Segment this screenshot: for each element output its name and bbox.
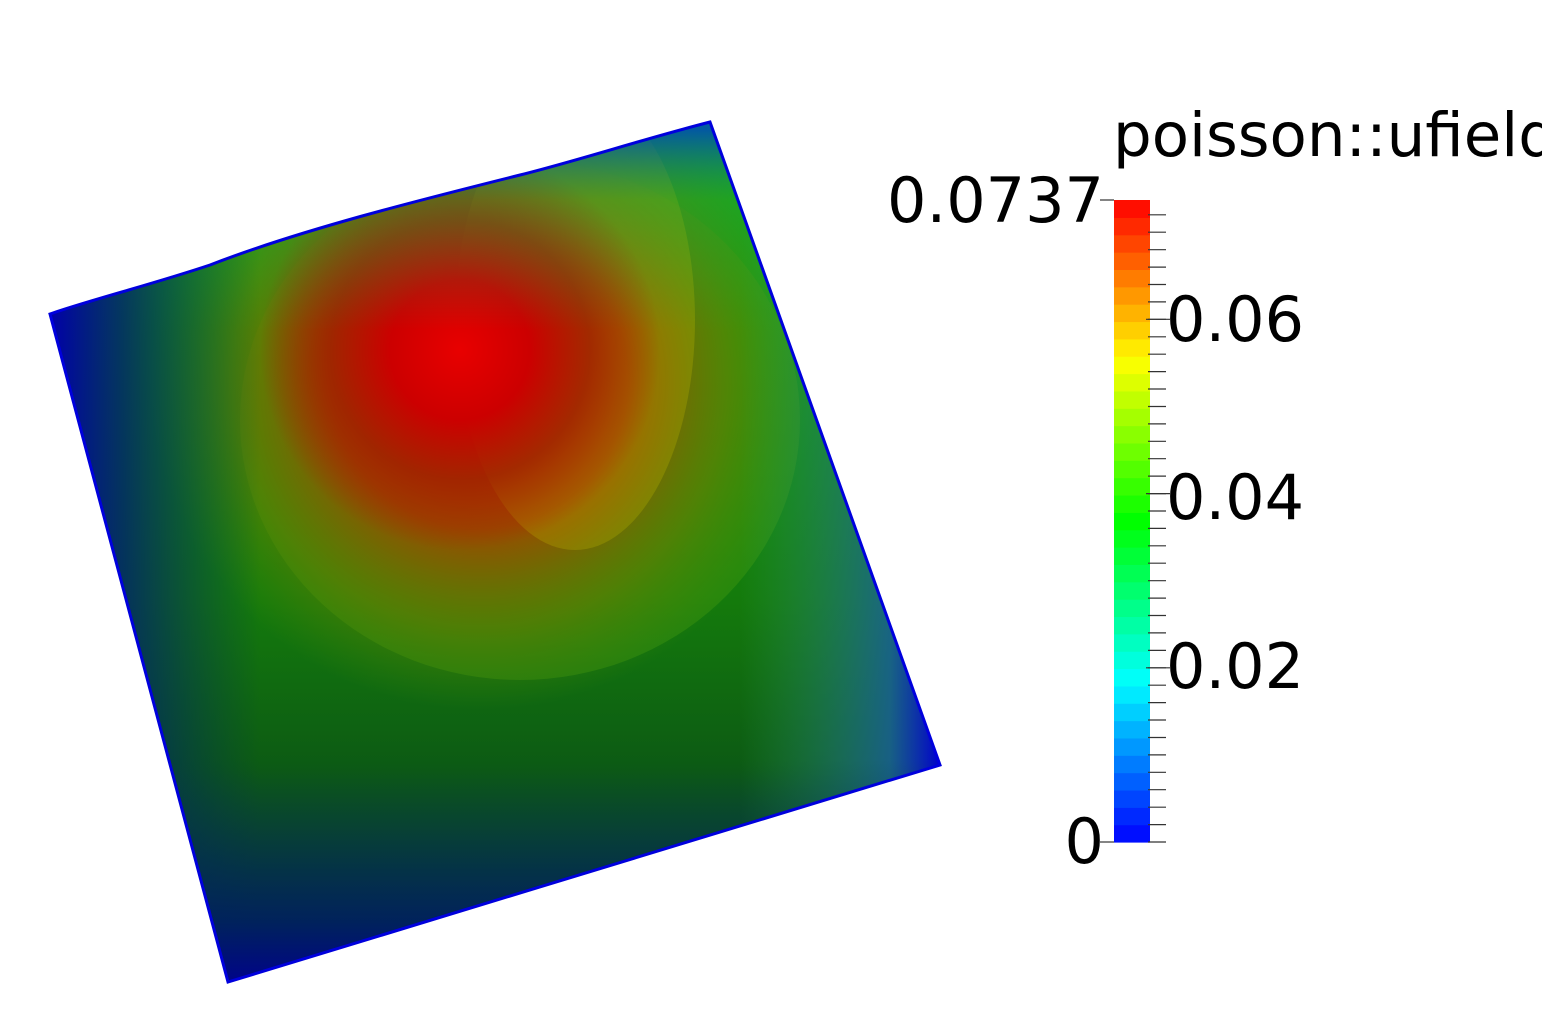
mesh-outline (48, 120, 942, 984)
colorbar-band (1114, 737, 1150, 756)
colorbar-band (1114, 668, 1150, 687)
colorbar-band (1114, 512, 1150, 531)
colorbar-band (1114, 425, 1150, 444)
colorbar-band (1114, 373, 1150, 392)
colorbar-band (1114, 200, 1150, 218)
colorbar-bands (1114, 200, 1150, 843)
legend-min-label: 0 (1064, 805, 1104, 878)
colorbar-band (1114, 269, 1150, 288)
colorbar-band (1114, 286, 1150, 305)
colorbar-band (1114, 703, 1150, 722)
colorbar-band (1114, 408, 1150, 427)
colorbar-band (1114, 390, 1150, 409)
colorbar-band (1114, 685, 1150, 704)
colorbar-band (1114, 651, 1150, 670)
colorbar-band (1114, 633, 1150, 652)
colorbar-band (1114, 234, 1150, 253)
colorbar-band (1114, 338, 1150, 357)
colorbar-band (1114, 321, 1150, 340)
colorbar-band (1114, 494, 1150, 513)
colorbar-band (1114, 356, 1150, 375)
legend-tick-label: 0.02 (1166, 630, 1305, 703)
colorbar-band (1114, 564, 1150, 583)
colorbar-band (1114, 217, 1150, 236)
color-legend (1100, 199, 1170, 843)
legend-tick-label: 0.04 (1166, 461, 1305, 534)
colorbar-band (1114, 807, 1150, 826)
colorbar-ticks (1100, 199, 1170, 843)
colorbar-band (1114, 599, 1150, 618)
colorbar-band (1114, 755, 1150, 774)
colorbar-band (1114, 252, 1150, 270)
colorbar-band (1114, 547, 1150, 565)
colorbar-band (1114, 304, 1150, 323)
legend-title: poisson::ufield (1113, 100, 1542, 171)
colorbar-band (1114, 616, 1150, 635)
colorbar-band (1114, 581, 1150, 600)
colorbar-band (1114, 460, 1150, 479)
colorbar-band (1114, 529, 1150, 548)
colorbar-band (1114, 772, 1150, 791)
colorbar-band (1114, 442, 1150, 461)
colorbar-band (1114, 477, 1150, 496)
colorbar-band (1114, 824, 1150, 843)
legend-tick-label: 0.06 (1166, 283, 1305, 356)
field-surface (50, 122, 940, 982)
colorbar-band (1114, 789, 1150, 808)
legend-max-label: 0.0737 (887, 164, 1104, 237)
colorbar-band (1114, 720, 1150, 739)
